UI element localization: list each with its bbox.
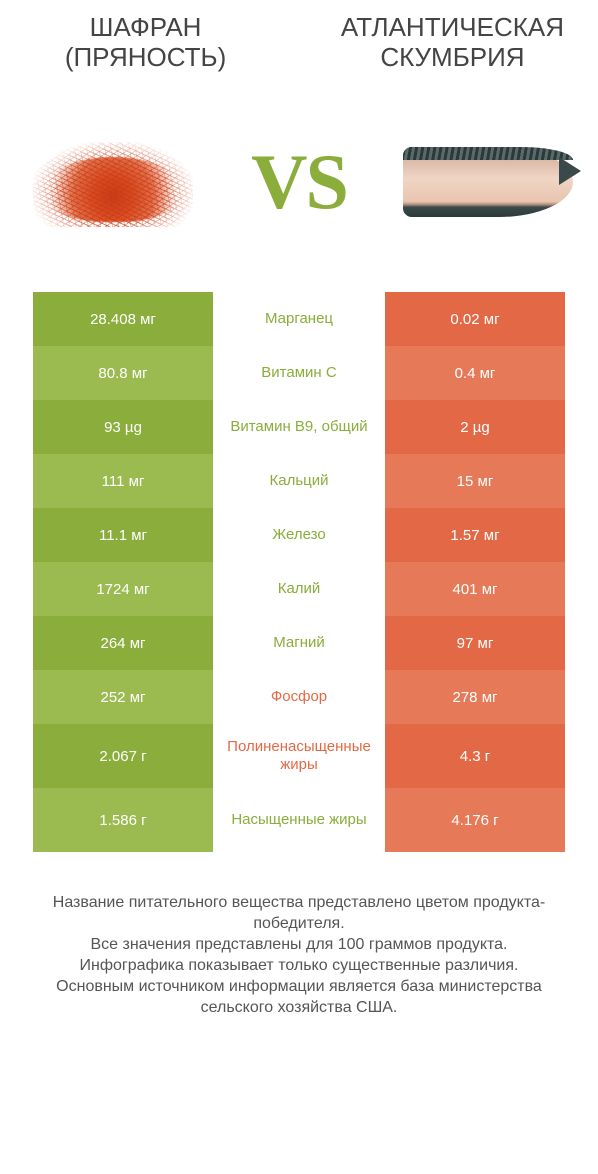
table-row: 252 мгФосфор278 мг [33, 670, 565, 724]
cell-right: 1.57 мг [385, 508, 565, 562]
cell-nutrient: Фосфор [213, 670, 385, 724]
saffron-icon [33, 137, 193, 227]
table-row: 1.586 гНасыщенные жиры4.176 г [33, 788, 565, 852]
cell-right: 2 µg [385, 400, 565, 454]
cell-left: 252 мг [33, 670, 213, 724]
table-row: 111 мгКальций15 мг [33, 454, 565, 508]
vs-label: VS [251, 137, 347, 227]
table-row: 1724 мгКалий401 мг [33, 562, 565, 616]
cell-nutrient: Витамин C [213, 346, 385, 400]
footer-line4: Основным источником информации является … [56, 978, 542, 1016]
table-row: 11.1 мгЖелезо1.57 мг [33, 508, 565, 562]
header: ШАФРАН (ПРЯНОСТЬ) АТЛАНТИЧЕСКАЯ СКУМБРИЯ [0, 0, 598, 72]
left-image [25, 117, 200, 247]
cell-right: 0.4 мг [385, 346, 565, 400]
cell-left: 80.8 мг [33, 346, 213, 400]
right-image [398, 117, 573, 247]
cell-nutrient: Витамин B9, общий [213, 400, 385, 454]
cell-right: 15 мг [385, 454, 565, 508]
table-row: 80.8 мгВитамин C0.4 мг [33, 346, 565, 400]
footer: Название питательного вещества представл… [0, 852, 598, 1018]
cell-left: 1.586 г [33, 788, 213, 852]
table-row: 28.408 мгМарганец0.02 мг [33, 292, 565, 346]
header-left-line2: (ПРЯНОСТЬ) [65, 42, 226, 72]
images-row: VS [0, 72, 598, 292]
cell-right: 4.176 г [385, 788, 565, 852]
footer-line2: Все значения представлены для 100 граммо… [90, 936, 507, 953]
cell-left: 264 мг [33, 616, 213, 670]
cell-left: 111 мг [33, 454, 213, 508]
cell-right: 278 мг [385, 670, 565, 724]
cell-nutrient: Марганец [213, 292, 385, 346]
table-row: 93 µgВитамин B9, общий2 µg [33, 400, 565, 454]
cell-right: 0.02 мг [385, 292, 565, 346]
cell-nutrient: Полиненасыщенные жиры [213, 724, 385, 788]
table-row: 264 мгМагний97 мг [33, 616, 565, 670]
cell-nutrient: Магний [213, 616, 385, 670]
footer-line1: Название питательного вещества представл… [53, 894, 545, 932]
cell-nutrient: Кальций [213, 454, 385, 508]
footer-line3: Инфографика показывает только существенн… [80, 957, 519, 974]
cell-right: 401 мг [385, 562, 565, 616]
mackerel-icon [398, 127, 573, 237]
cell-left: 2.067 г [33, 724, 213, 788]
cell-left: 1724 мг [33, 562, 213, 616]
cell-left: 93 µg [33, 400, 213, 454]
table-row: 2.067 гПолиненасыщенные жиры4.3 г [33, 724, 565, 788]
header-left: ШАФРАН (ПРЯНОСТЬ) [20, 12, 271, 72]
cell-nutrient: Железо [213, 508, 385, 562]
cell-left: 28.408 мг [33, 292, 213, 346]
header-right-line1: АТЛАНТИЧЕСКАЯ [341, 12, 564, 42]
cell-right: 4.3 г [385, 724, 565, 788]
cell-right: 97 мг [385, 616, 565, 670]
header-right-line2: СКУМБРИЯ [380, 42, 524, 72]
cell-left: 11.1 мг [33, 508, 213, 562]
header-left-line1: ШАФРАН [90, 12, 202, 42]
cell-nutrient: Калий [213, 562, 385, 616]
header-right: АТЛАНТИЧЕСКАЯ СКУМБРИЯ [327, 12, 578, 72]
comparison-table: 28.408 мгМарганец0.02 мг80.8 мгВитамин C… [0, 292, 598, 852]
cell-nutrient: Насыщенные жиры [213, 788, 385, 852]
